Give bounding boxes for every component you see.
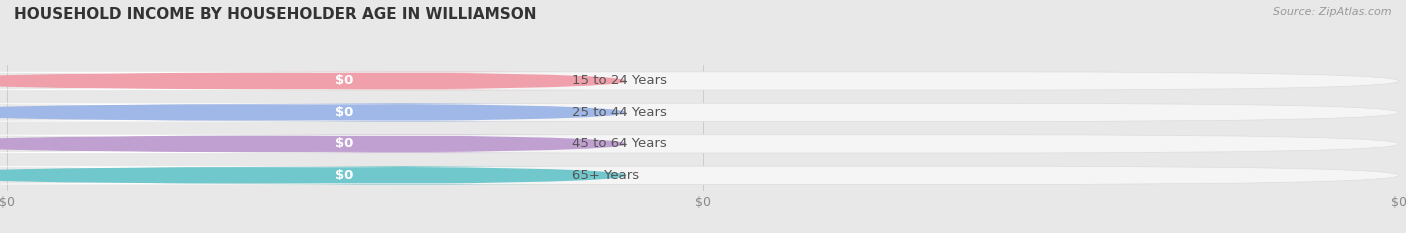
FancyBboxPatch shape: [7, 72, 1399, 90]
FancyBboxPatch shape: [179, 135, 627, 153]
Text: $0: $0: [335, 106, 353, 119]
Text: HOUSEHOLD INCOME BY HOUSEHOLDER AGE IN WILLIAMSON: HOUSEHOLD INCOME BY HOUSEHOLDER AGE IN W…: [14, 7, 537, 22]
Text: $0: $0: [335, 137, 353, 150]
Text: 65+ Years: 65+ Years: [572, 169, 640, 182]
FancyBboxPatch shape: [7, 135, 1399, 153]
FancyBboxPatch shape: [179, 166, 627, 185]
Circle shape: [0, 136, 581, 151]
Text: 15 to 24 Years: 15 to 24 Years: [572, 75, 668, 87]
Circle shape: [0, 168, 581, 183]
FancyBboxPatch shape: [0, 135, 411, 153]
FancyBboxPatch shape: [7, 103, 1399, 122]
FancyBboxPatch shape: [7, 166, 1399, 185]
FancyBboxPatch shape: [179, 72, 627, 90]
Text: Source: ZipAtlas.com: Source: ZipAtlas.com: [1274, 7, 1392, 17]
Circle shape: [0, 73, 581, 89]
Text: 45 to 64 Years: 45 to 64 Years: [572, 137, 666, 150]
FancyBboxPatch shape: [0, 103, 411, 122]
FancyBboxPatch shape: [0, 72, 411, 90]
Text: 25 to 44 Years: 25 to 44 Years: [572, 106, 666, 119]
Circle shape: [0, 105, 581, 120]
FancyBboxPatch shape: [179, 103, 627, 122]
Text: $0: $0: [335, 75, 353, 87]
FancyBboxPatch shape: [0, 166, 411, 185]
Text: $0: $0: [335, 169, 353, 182]
